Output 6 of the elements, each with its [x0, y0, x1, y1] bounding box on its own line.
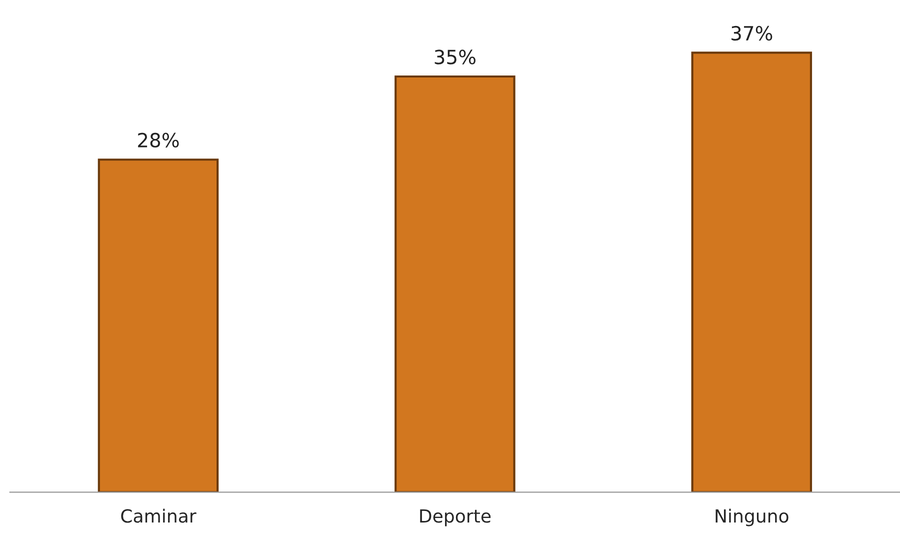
data-label: 35%: [434, 50, 476, 64]
x-tick-label: Ninguno: [716, 508, 788, 526]
data-label: 37%: [732, 26, 772, 41]
data-label: 28%: [138, 132, 179, 148]
x-tick-label: Deporte: [420, 509, 491, 526]
x-tick-label: Caminar: [121, 508, 196, 523]
